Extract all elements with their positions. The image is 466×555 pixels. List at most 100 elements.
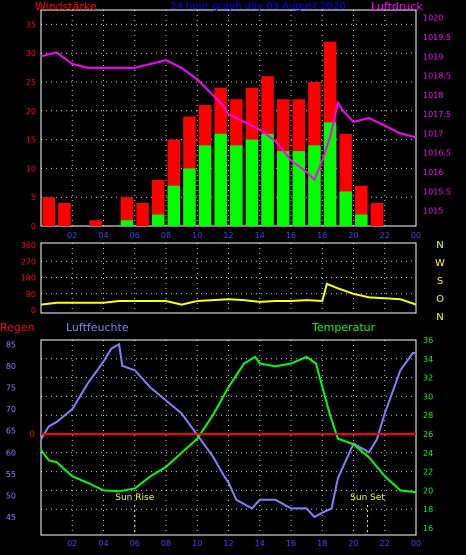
climate-x-tick-label: 12	[223, 539, 233, 548]
wind-x-tick-label: 06	[130, 231, 140, 240]
wind-average-bar	[276, 151, 290, 226]
wind-x-tick-label: 18	[317, 231, 327, 240]
humidity-y-ticks: 45 50 55 60 65 70 75 80 85	[6, 340, 16, 522]
pressure-tick-label: 1015.5	[423, 187, 451, 196]
pressure-tick-label: 1020	[423, 14, 443, 23]
direction-letter: S	[437, 276, 443, 287]
luftdruck-title: Luftdruck	[371, 0, 423, 13]
climate-x-ticks: 02 04 06 08 10 12 14 16 18 20 22 00	[67, 539, 421, 548]
wind-x-tick-label: 04	[98, 231, 108, 240]
wind-x-tick-label: 16	[286, 231, 296, 240]
wind-average-bar	[355, 214, 368, 226]
wind-x-tick-label: 00	[411, 231, 421, 240]
wind-x-tick-label: 14	[255, 231, 265, 240]
direction-tick-label: 0	[31, 306, 36, 315]
humidity-tick-label: 70	[6, 405, 16, 414]
graph-title: 24 hour graph day 09 August 2020	[170, 1, 346, 12]
temperature-tick-label: 22	[423, 468, 433, 477]
pressure-tick-label: 1019	[423, 52, 443, 61]
climate-x-tick-label: 22	[380, 539, 390, 548]
wind-average-bar	[339, 191, 352, 226]
wind-gust-bar	[136, 202, 149, 226]
wind-x-tick-label: 22	[380, 231, 390, 240]
wind-gust-bar	[58, 202, 71, 226]
temperature-tick-label: 16	[423, 524, 433, 533]
pressure-tick-label: 1017.5	[423, 110, 451, 119]
wind-pressure-grid	[41, 10, 416, 226]
humidity-tick-label: 55	[6, 470, 16, 479]
sun-marker-label: Sun Set	[350, 493, 385, 503]
humidity-tick-label: 60	[6, 448, 16, 457]
pressure-y-ticks: 1015 1015.5 1016 1016.5 1017 1017.5 1018 1018.5…	[423, 14, 451, 216]
pressure-tick-label: 1017	[423, 129, 443, 138]
humidity-line	[40, 342, 416, 519]
wind-gust-bar	[120, 197, 134, 226]
temperature-tick-label: 24	[423, 449, 433, 458]
temperature-tick-label: 26	[423, 430, 433, 439]
direction-tick-label: 270	[21, 257, 36, 266]
humidity-tick-label: 80	[6, 362, 16, 371]
wind-x-tick-label: 02	[67, 231, 77, 240]
wind-average-bar	[292, 151, 306, 226]
wind-average-bar	[167, 185, 181, 226]
wind-bars	[42, 41, 384, 227]
wind-average-bar	[230, 145, 243, 226]
wind-tick-label: 30	[26, 49, 36, 58]
temperature-tick-label: 28	[423, 411, 433, 420]
wind-x-tick-label: 08	[161, 231, 171, 240]
wind-gust-bar	[370, 202, 384, 226]
pressure-line	[40, 51, 417, 182]
temperature-tick-label: 20	[423, 486, 433, 495]
wind-x-tick-label: 10	[192, 231, 202, 240]
direction-tick-label: 180	[21, 274, 36, 283]
climate-x-tick-label: 08	[161, 539, 171, 548]
climate-plot-area	[40, 339, 417, 536]
wind-tick-label: 35	[26, 20, 36, 29]
direction-letter: N	[436, 312, 443, 323]
direction-grid	[41, 243, 416, 313]
wind-gust-bar	[42, 197, 56, 226]
wind-average-bar	[183, 168, 196, 226]
climate-x-tick-label: 06	[130, 539, 140, 548]
temperature-tick-label: 30	[423, 392, 433, 401]
climate-x-tick-label: 18	[317, 539, 327, 548]
pressure-tick-label: 1018	[423, 91, 443, 100]
climate-x-tick-label: 04	[98, 539, 108, 548]
climate-x-tick-label: 20	[348, 539, 358, 548]
wind-tick-label: 0	[31, 222, 36, 231]
windstaerke-title: Windstärke	[35, 0, 97, 13]
wind-x-tick-label: 12	[223, 231, 233, 240]
wind-tick-label: 10	[26, 164, 36, 173]
direction-tick-label: 360	[21, 241, 36, 250]
wind-average-bar	[198, 145, 212, 226]
climate-x-tick-label: 00	[411, 539, 421, 548]
humidity-temperature-panel: Sun Rise Sun Set 45 50 55 60 65 70 75 80 85 16 18 2…	[0, 321, 433, 548]
temperature-tick-label: 36	[423, 336, 433, 345]
climate-x-tick-label: 14	[255, 539, 265, 548]
pressure-tick-label: 1015	[423, 207, 443, 216]
humidity-tick-label: 75	[6, 384, 16, 393]
luftfeuchte-title: Luftfeuchte	[66, 321, 129, 334]
pressure-tick-label: 1016.5	[423, 149, 451, 158]
wind-tick-label: 15	[26, 136, 36, 145]
climate-x-tick-label: 02	[67, 539, 77, 548]
direction-letter: O	[436, 294, 444, 305]
wind-average-bar	[245, 139, 259, 226]
temperature-tick-label: 18	[423, 505, 433, 514]
climate-x-tick-label: 10	[192, 539, 202, 548]
direction-letter: N	[436, 240, 443, 251]
pressure-tick-label: 1019.5	[423, 33, 451, 42]
climate-x-tick-label: 16	[286, 539, 296, 548]
humidity-tick-label: 65	[6, 427, 16, 436]
pressure-tick-label: 1016	[423, 168, 443, 177]
direction-tick-label: 90	[26, 290, 36, 299]
wind-gust-bar	[89, 220, 102, 226]
wind-average-bar	[214, 133, 227, 226]
wind-average-bar	[151, 214, 165, 226]
temperature-tick-label: 32	[423, 374, 433, 383]
wind-average-bar	[120, 220, 134, 226]
